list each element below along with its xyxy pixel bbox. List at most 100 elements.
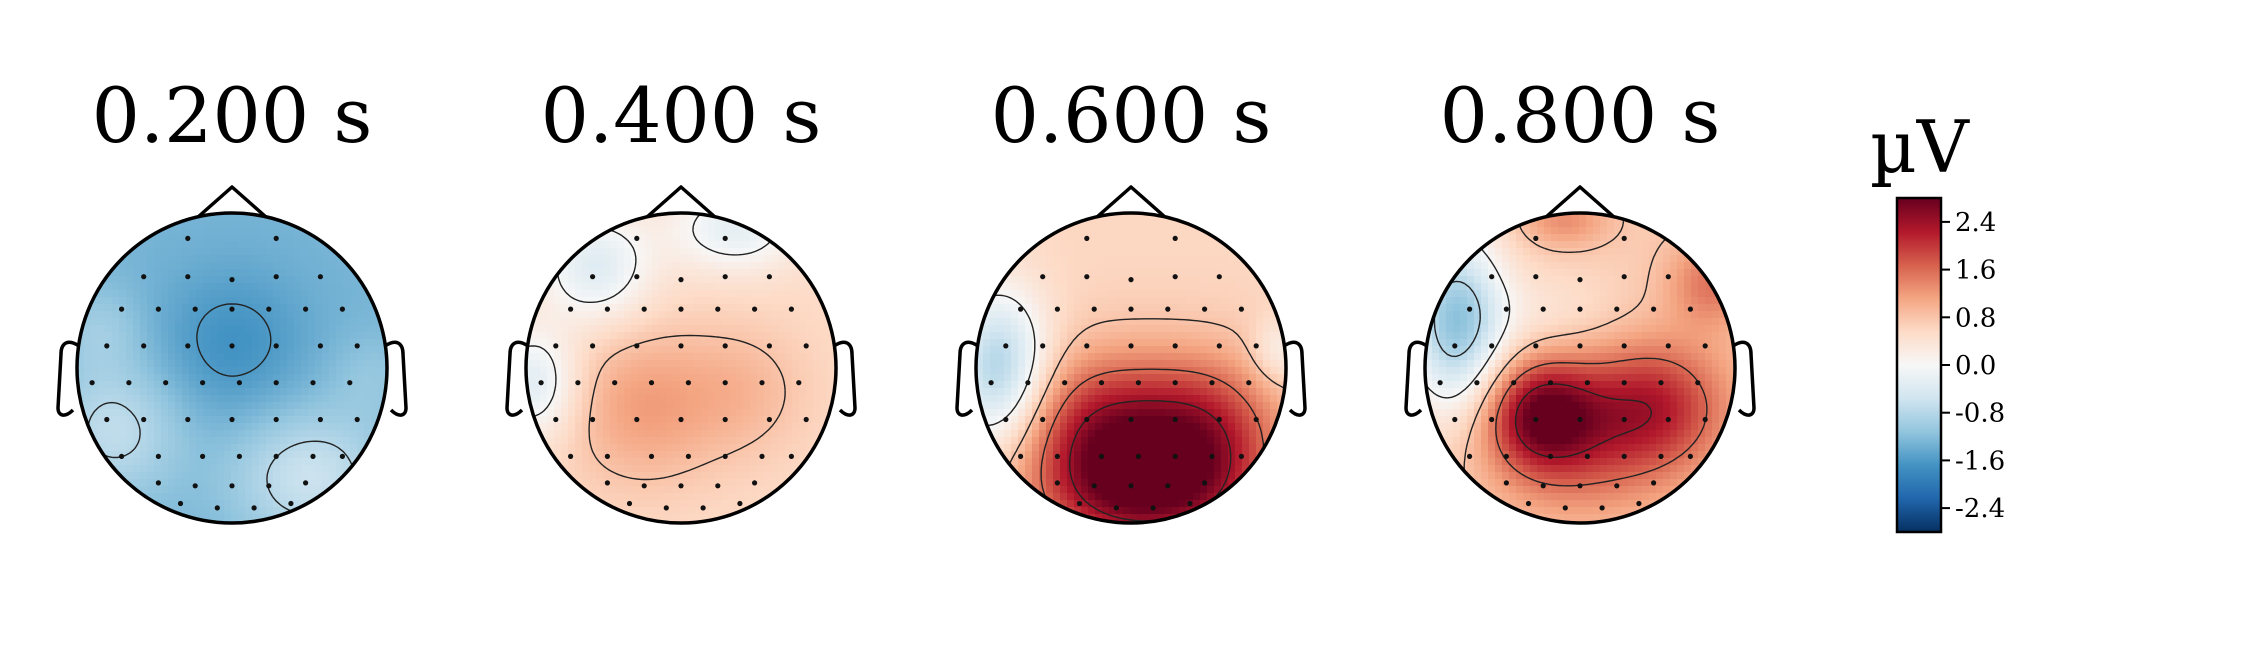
sensor-dot <box>1489 416 1495 423</box>
contour-line <box>1495 357 1708 487</box>
sensor-dot <box>1658 453 1664 459</box>
sensor-dot <box>273 274 279 280</box>
sensor-dot <box>1577 343 1583 349</box>
sensor-dot <box>1584 380 1590 386</box>
sensor-dot <box>788 453 795 459</box>
head-outline <box>524 211 838 525</box>
sensor-dot <box>1246 380 1252 386</box>
sensor-dot <box>141 416 147 423</box>
sensor-dot <box>1577 416 1583 423</box>
panel-title: 0.600 s <box>991 71 1272 160</box>
sensor-dot <box>317 416 323 423</box>
colorbar-tick-label: -1.6 <box>1955 446 2005 476</box>
sensor-dot <box>155 453 161 459</box>
sensor-dot <box>229 416 235 423</box>
sensor-dot <box>1128 306 1134 312</box>
sensor-dot <box>1577 277 1583 283</box>
sensor-dot <box>1687 306 1693 312</box>
sensor-dot <box>273 453 279 459</box>
sensor-dot <box>1636 500 1642 507</box>
sensor-dot <box>192 306 198 312</box>
sensor-dot <box>1202 306 1208 312</box>
sensor-dot <box>1172 343 1178 349</box>
sensor-dot <box>1054 453 1060 459</box>
sensor-dot <box>1084 274 1090 280</box>
panel-title: 0.200 s <box>92 71 373 160</box>
sensor-dot <box>1076 500 1083 507</box>
sensor-dot <box>236 453 242 459</box>
panel-title: 0.800 s <box>1440 71 1721 160</box>
sensor-dot <box>722 380 728 386</box>
sensor-dot <box>1128 343 1134 349</box>
sensor-dot <box>678 306 684 312</box>
sensor-dot <box>788 306 795 312</box>
topomap-panel: 0.200 s <box>56 71 408 525</box>
sensor-dot <box>1025 380 1031 386</box>
sensor-dot <box>1253 343 1259 349</box>
sensor-dot <box>1540 306 1546 312</box>
sensor-dot <box>1577 483 1583 489</box>
sensor-dot <box>310 380 316 386</box>
colorbar-tick-label: -0.8 <box>1955 399 2005 429</box>
sensor-dot <box>590 274 596 280</box>
sensor-dot <box>163 380 169 386</box>
sensor-dot <box>1091 306 1097 312</box>
sensor-dot <box>678 416 684 423</box>
colorbar: µV 2.4 1.6 0.8 0.0 -0.8 -1.6 -2.4 <box>1870 105 2005 534</box>
sensor-dot <box>1547 453 1554 459</box>
sensor-dot <box>104 343 110 349</box>
sensor-dot <box>339 306 345 312</box>
sensor-dot <box>538 380 544 386</box>
sensor-dot <box>634 235 640 241</box>
nose-outline <box>1544 185 1616 219</box>
sensor-dot <box>214 505 220 511</box>
sensor-dot <box>634 274 640 280</box>
sensor-dot <box>715 306 721 312</box>
sensor-dot <box>1665 416 1671 423</box>
topomap-panel: 0.800 s <box>1404 71 1756 525</box>
left-ear-outline <box>1404 340 1428 417</box>
left-ear-outline <box>955 340 979 417</box>
sensor-dot <box>722 274 728 280</box>
sensor-dot <box>796 380 802 386</box>
sensor-dot <box>104 416 110 423</box>
sensor-dot <box>612 380 618 386</box>
sensor-dot <box>988 380 994 386</box>
sensor-dot <box>1533 416 1539 423</box>
sensor-markers <box>89 235 360 511</box>
sensor-dot <box>678 343 684 349</box>
sensor-dot <box>752 306 758 312</box>
sensor-dot <box>1216 416 1222 423</box>
sensor-dot <box>185 274 191 280</box>
sensor-dot <box>1525 500 1532 507</box>
sensor-dot <box>1533 343 1539 349</box>
sensor-dot <box>1084 416 1090 423</box>
sensor-dot <box>1187 500 1193 507</box>
sensor-dot <box>266 306 272 312</box>
sensor-dot <box>185 416 191 423</box>
sensor-dot <box>1665 274 1671 280</box>
sensor-dot <box>1209 380 1215 386</box>
sensor-dot <box>568 306 574 312</box>
sensor-dot <box>553 343 559 349</box>
sensor-dot <box>1621 343 1627 349</box>
sensor-dot <box>339 453 345 459</box>
colorbar-tick-label: 2.4 <box>1955 208 1996 238</box>
sensor-dot <box>251 505 257 511</box>
sensor-dot <box>685 453 692 459</box>
sensor-dot <box>192 483 198 489</box>
sensor-dot <box>1165 483 1171 489</box>
sensor-dot <box>1533 274 1539 280</box>
sensor-dot <box>1040 343 1046 349</box>
sensor-dot <box>1238 453 1244 459</box>
sensor-dot <box>1091 483 1097 489</box>
sensor-dot <box>685 380 692 386</box>
sensor-dot <box>303 480 309 486</box>
right-ear-outline <box>1283 340 1307 417</box>
sensor-dot <box>568 453 574 459</box>
sensor-dot <box>648 380 655 386</box>
sensor-dot <box>1018 453 1024 459</box>
sensor-dot <box>759 453 765 459</box>
sensor-dot <box>273 235 279 241</box>
sensor-dot <box>1018 306 1024 312</box>
